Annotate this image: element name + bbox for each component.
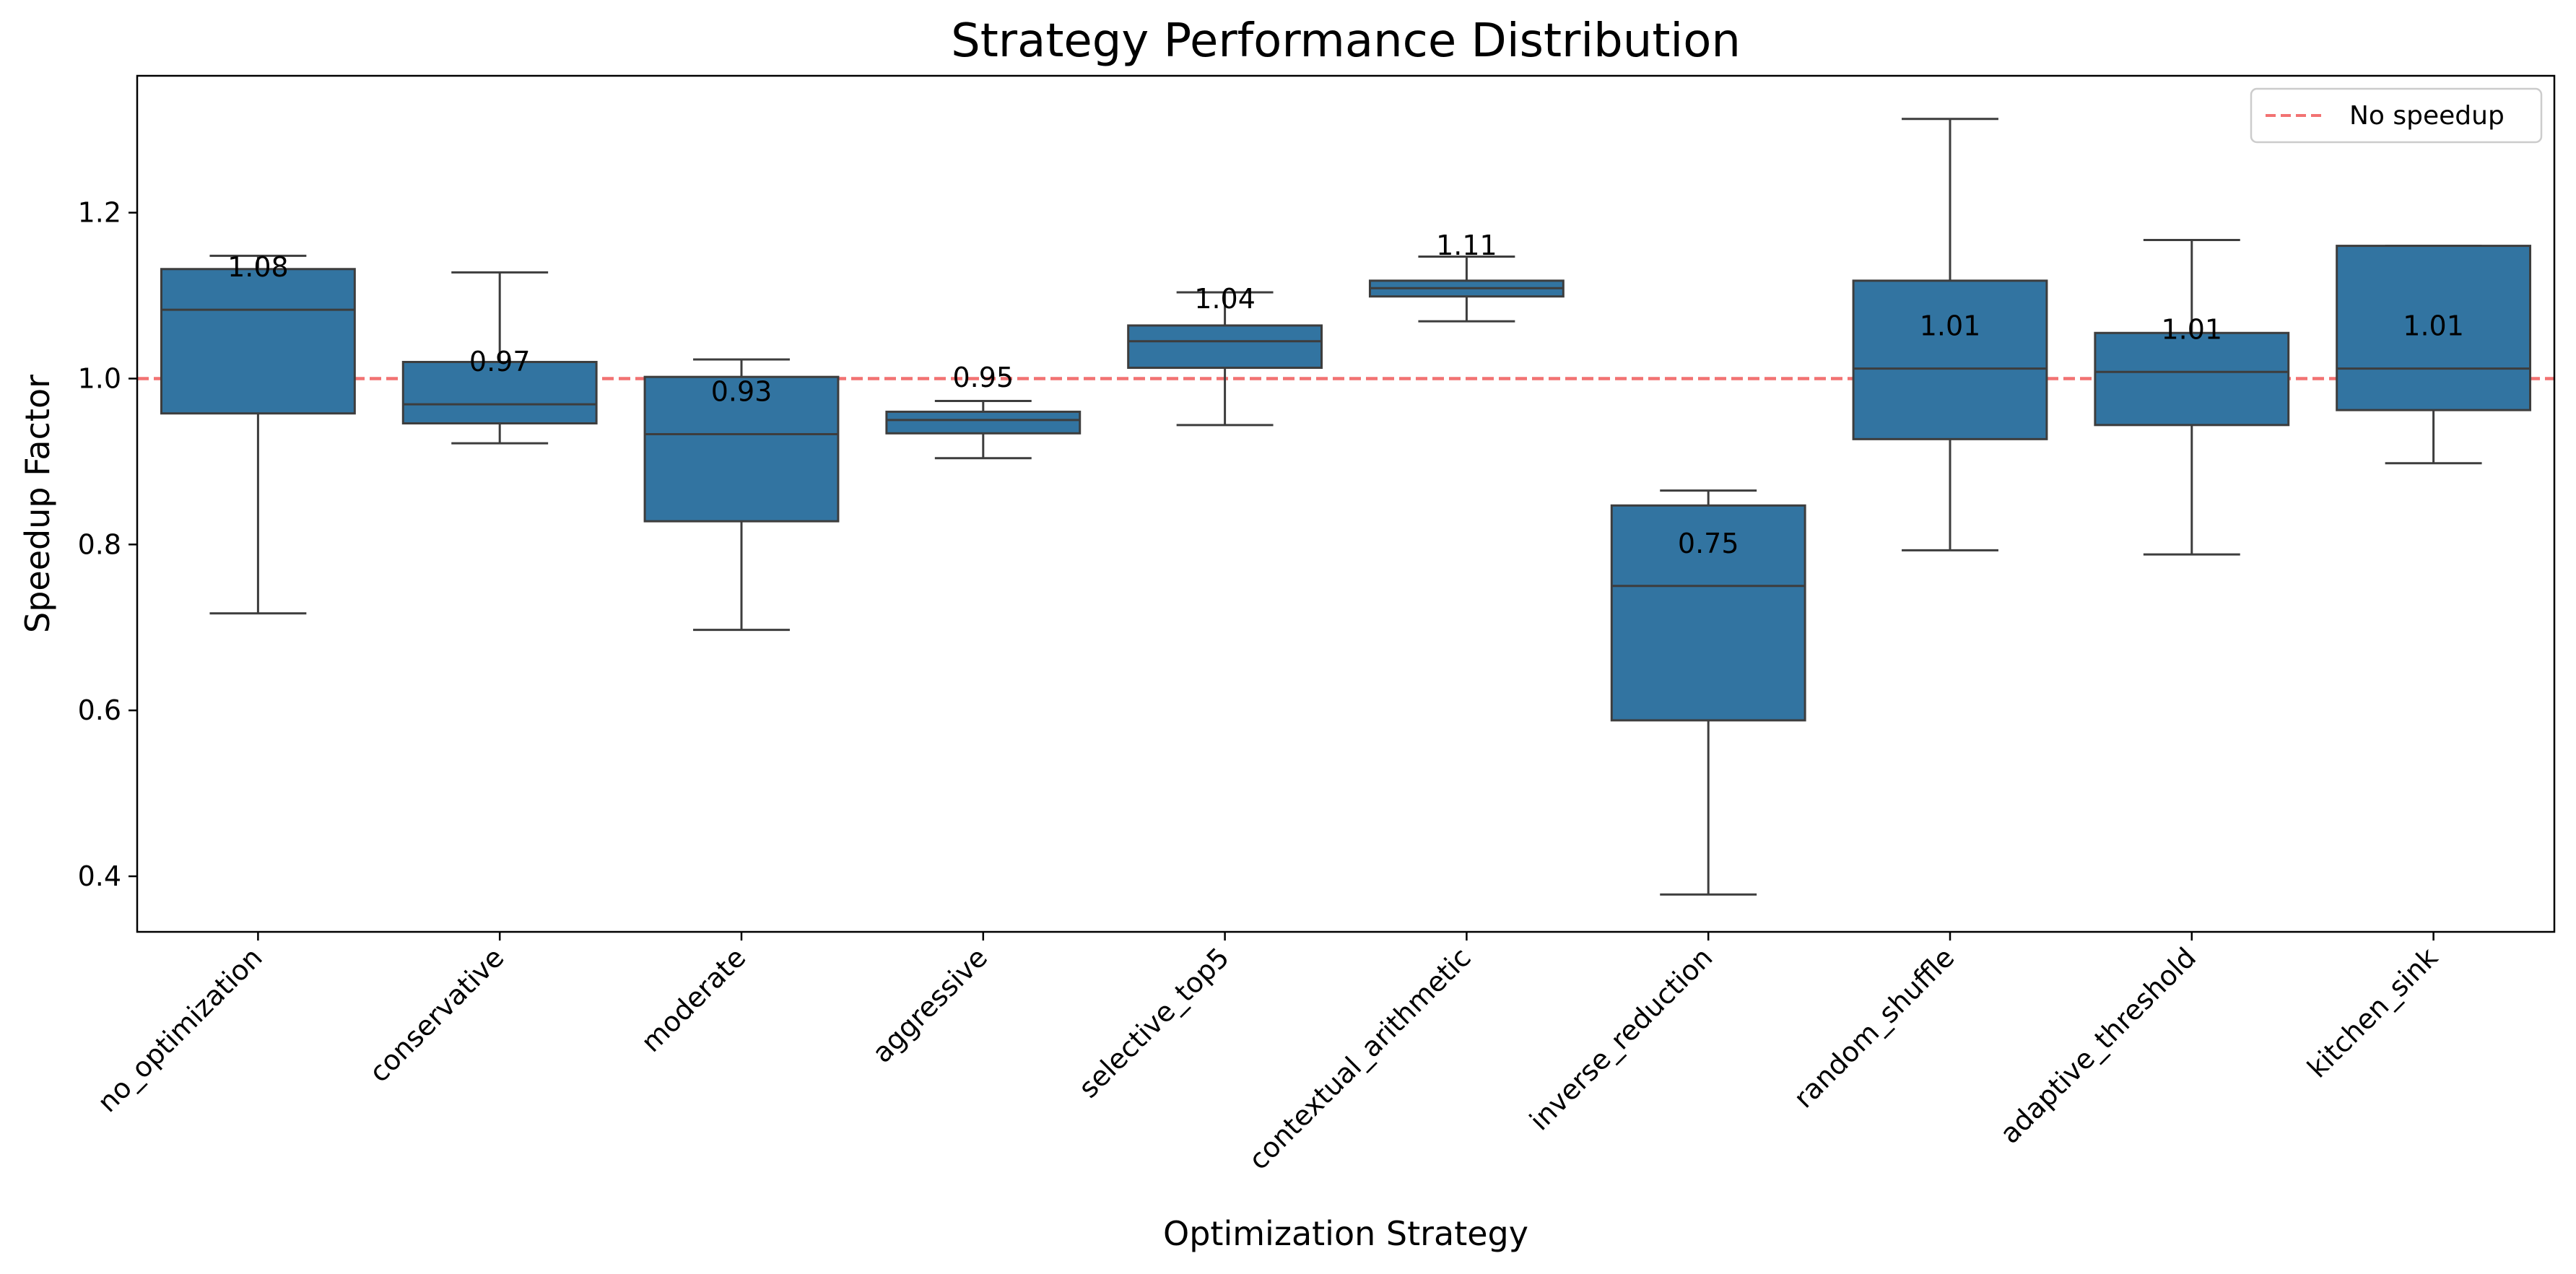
box: [2336, 245, 2532, 411]
box: [1852, 279, 2048, 440]
median-label: 0.75: [1678, 528, 1739, 559]
box: [2094, 331, 2290, 427]
y-tick-label: 1.0: [78, 362, 121, 394]
box: [160, 268, 356, 415]
chart-title: Strategy Performance Distribution: [951, 14, 1741, 68]
box: [1610, 504, 1806, 722]
box: [885, 410, 1082, 435]
median-label: 1.01: [2403, 310, 2464, 342]
plot-frame: [136, 74, 2556, 933]
box: [643, 375, 840, 523]
y-tick-label: 0.4: [78, 860, 121, 892]
median-label: 1.01: [1920, 310, 1981, 342]
y-tick-label: 1.2: [78, 197, 121, 229]
y-tick-label: 0.8: [78, 528, 121, 560]
median-label: 0.97: [469, 346, 531, 378]
median-label: 1.01: [2161, 313, 2222, 345]
y-tick-label: 0.6: [78, 694, 121, 726]
legend: No speedup: [2250, 87, 2543, 144]
median-label: 1.08: [227, 251, 289, 283]
median-label: 1.11: [1436, 230, 1497, 261]
x-axis-title: Optimization Strategy: [1163, 1214, 1528, 1253]
median-label: 0.95: [952, 362, 1014, 393]
median-label: 0.93: [711, 375, 773, 407]
y-axis-title: Speedup Factor: [18, 375, 57, 633]
box: [1127, 324, 1323, 370]
median-label: 1.04: [1194, 283, 1256, 315]
legend-frame: [2250, 87, 2543, 144]
box: [401, 360, 598, 425]
legend-label: No speedup: [2349, 101, 2505, 131]
